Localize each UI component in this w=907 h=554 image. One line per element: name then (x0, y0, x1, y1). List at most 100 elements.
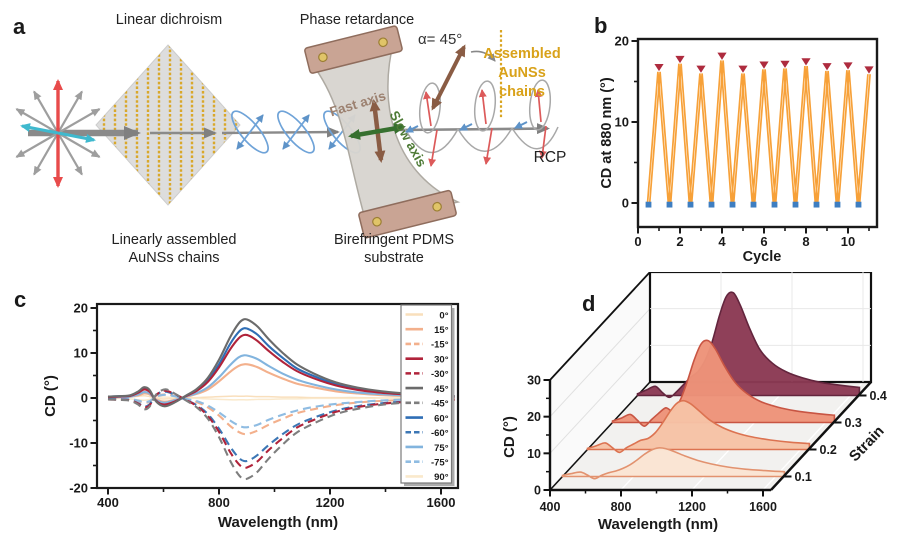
peak-marker (696, 65, 706, 73)
box-edge (549, 272, 651, 381)
legend-label: 45° (434, 384, 449, 395)
linear-dichroism-title: Linear dichroism (116, 12, 222, 28)
panel-c-ylabel: CD (°) (42, 375, 59, 417)
peak-marker (822, 63, 832, 71)
cd-tick-label: 10 (527, 447, 541, 461)
unpolarized-light-icon (15, 79, 101, 188)
plot-frame (95, 302, 460, 490)
peak-marker (759, 61, 769, 69)
legend-label: -45° (431, 399, 449, 410)
x-tick-label: 1600 (427, 495, 456, 510)
panel-b-xlabel: Cycle (743, 249, 782, 265)
legend-label: -15° (431, 340, 449, 351)
panel-c-chart: 400 800 1200 1600 -20 -10 0 10 20 0° 15° -15° 30° -30… (14, 287, 460, 531)
legend-label: -30° (431, 369, 449, 380)
slow-axis-arrow (348, 123, 406, 140)
valley-marker (855, 201, 862, 208)
valley-marker (834, 201, 841, 208)
y-tick-label: -20 (69, 481, 88, 496)
wavelength-tick-label: 800 (611, 500, 632, 514)
y-tick-label: 0 (81, 391, 88, 406)
x-tick-label: 400 (97, 495, 119, 510)
panel-a-tag: a (13, 14, 26, 39)
peak-marker (780, 60, 790, 68)
stretch-direction-arrow (431, 44, 466, 111)
valley-marker (813, 201, 820, 208)
legend-label: 15° (434, 325, 449, 336)
cd-spectrum-30 (107, 333, 455, 406)
horizontal-polarization-arrow (20, 123, 59, 135)
cycle-line (646, 60, 869, 205)
legend-label: -75° (431, 458, 449, 469)
ridge-strain-0.1 (561, 447, 786, 480)
valley-marker (750, 201, 757, 208)
peak-marker (675, 55, 685, 64)
panel-a-schematic: Fast axis Slow axis (13, 12, 567, 266)
legend-label: 0° (439, 310, 448, 321)
angle-arc-arrow (470, 50, 496, 62)
cd-tick-label: 0 (534, 484, 541, 498)
cycle-line (648, 60, 871, 205)
cd-spectrum--75 (108, 393, 455, 429)
ridge-strain-0.2 (586, 399, 811, 454)
linearly-assembled-caption-2: AuNSs chains (128, 250, 219, 266)
panel-c-xlabel: Wavelength (nm) (218, 514, 338, 531)
plot-frame (636, 37, 879, 229)
rcp-label: RCP (534, 149, 567, 166)
cd-spectrum-75 (107, 354, 455, 404)
strain-tick-label: 0.1 (795, 470, 812, 484)
left-wall (550, 272, 650, 490)
valley-marker (771, 201, 778, 208)
linearly-assembled-caption-1: Linearly assembled (112, 232, 237, 248)
wall-gridline (549, 344, 651, 454)
peak-marker (864, 66, 874, 74)
cd-spectrum-0 (107, 395, 455, 400)
gold-nanosphere-chains (102, 45, 238, 205)
legend: 0° 15° -15° 30° -30° 45° -45° 60° -60° 75° -75° 90° (400, 304, 455, 486)
chart-c-plot-area: 400 800 1200 1600 -20 -10 0 10 20 0° 15° -15° 30° -30… (69, 301, 460, 510)
wavelength-tick-label: 1200 (678, 500, 706, 514)
alpha-angle-label: α= 45° (418, 31, 462, 48)
legend-label: 30° (434, 354, 449, 365)
ridge-strain-0.3 (611, 339, 836, 427)
x-tick-label: 10 (841, 234, 855, 249)
assembled-chains-label-3: chains (499, 84, 545, 100)
legend-box (400, 304, 453, 484)
wavelength-tick-label: 400 (540, 500, 561, 514)
panel-c-tag: c (14, 287, 26, 312)
cd-spectrum-90 (108, 396, 455, 402)
valley-marker (792, 201, 799, 208)
box-edge (549, 381, 651, 491)
legend-label: 60° (434, 413, 449, 424)
strain-tick-label: 0.4 (870, 389, 887, 403)
legend-label: 75° (434, 443, 449, 454)
ridge-strain-0.4 (636, 291, 861, 399)
y-tick-label: 0 (622, 196, 629, 211)
valley-marker (666, 201, 673, 208)
x-tick-label: 6 (760, 234, 767, 249)
peak-marker (843, 62, 853, 70)
valley-marker (645, 201, 652, 208)
assembled-chains-label-1: Assembled (483, 46, 560, 62)
y-tick-label: 10 (74, 346, 88, 361)
peak-marker (717, 52, 727, 60)
y-tick-label: 20 (615, 34, 629, 49)
pdms-substrate: Fast axis Slow axis (304, 25, 461, 239)
x-tick-label: 800 (208, 495, 230, 510)
pdms-clamp-bottom (358, 189, 457, 239)
cd-tick-label: 20 (527, 410, 541, 424)
assembled-chains-label-2: AuNSs (498, 65, 546, 81)
panel-d-tag: d (582, 291, 595, 316)
chart-d-plot-area: 0 10 20 30 400 800 1200 1600 0.1 0.2 0.3 0.4 (527, 272, 887, 514)
y-tick-label: 20 (74, 301, 88, 316)
horizontal-polarization-arrow (57, 131, 96, 143)
y-tick-label: 10 (615, 115, 629, 130)
x-tick-label: 2 (676, 234, 683, 249)
cd-spectrum-45 (107, 318, 455, 408)
x-tick-label: 1200 (316, 495, 345, 510)
x-tick-label: 8 (802, 234, 809, 249)
cd-spectrum--45 (107, 388, 455, 481)
panel-b-tag: b (594, 13, 607, 38)
peak-marker (738, 65, 748, 73)
